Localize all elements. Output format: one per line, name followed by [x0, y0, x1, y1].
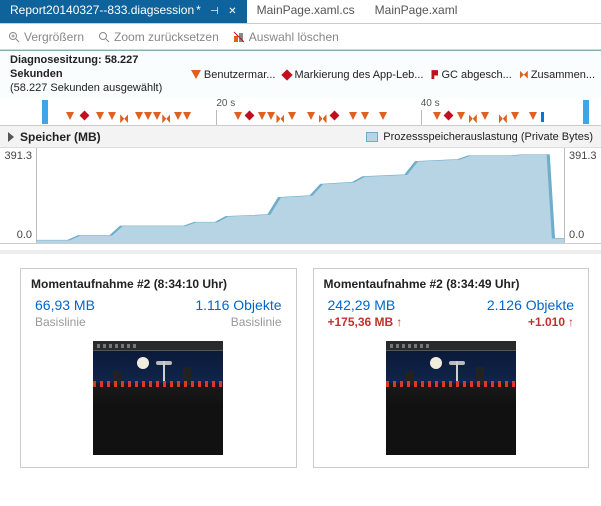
snapshot-size-link[interactable]: 242,29 MB — [328, 297, 396, 313]
tab-label: Report20140327--833.diagsession — [10, 3, 194, 17]
snapshot-sub-left: Basislinie — [35, 315, 86, 329]
tab-mainpage-cs[interactable]: MainPage.xaml.cs — [247, 0, 365, 23]
zoom-reset-label: Zoom zurücksetzen — [114, 30, 219, 44]
legend-user: Benutzermar... — [191, 69, 276, 81]
plot-area — [36, 148, 565, 243]
session-line1: Diagnosesitzung: 58.227 Sekunden — [10, 54, 138, 80]
series-swatch — [366, 132, 378, 142]
chart-header: Speicher (MB) Prozessspeicherauslastung … — [0, 126, 601, 148]
zoom-in-label: Vergrößern — [24, 30, 84, 44]
close-icon[interactable]: ✕ — [228, 6, 236, 17]
clear-selection-icon — [233, 31, 245, 43]
app-marker-icon — [282, 69, 293, 80]
snapshot-objects-link[interactable]: 1.116 Objekte — [195, 297, 281, 313]
clear-selection-label: Auswahl löschen — [249, 30, 339, 44]
snapshot-thumbnail — [93, 341, 223, 455]
chart-legend: Prozessspeicherauslastung (Private Bytes… — [366, 131, 593, 143]
tab-label: MainPage.xaml — [375, 3, 458, 17]
session-line2: (58.227 Sekunden ausgewählt) — [10, 82, 191, 96]
snapshot-thumbnail — [386, 341, 516, 455]
file-tabs: Report20140327--833.diagsession* ⊣ ✕ Mai… — [0, 0, 601, 24]
y-axis-right: 391.3 0.0 — [565, 148, 601, 243]
snapshot-title: Momentaufnahme #2 (8:34:49 Uhr) — [314, 269, 589, 295]
snapshot-row: Momentaufnahme #2 (8:34:10 Uhr) 66,93 MB… — [0, 250, 601, 480]
snapshot-delta-objects: +1.010 — [528, 315, 574, 329]
snapshot-sub-right: Basislinie — [231, 315, 282, 329]
pin-icon[interactable]: ⊣ — [210, 6, 219, 17]
zoom-reset-icon — [98, 31, 110, 43]
tab-label: MainPage.xaml.cs — [257, 3, 355, 17]
snapshot-card-2[interactable]: Momentaufnahme #2 (8:34:49 Uhr) 242,29 M… — [313, 268, 590, 468]
snapshot-delta-size: +175,36 MB — [328, 315, 403, 329]
tab-mainpage-xaml[interactable]: MainPage.xaml — [365, 0, 468, 23]
snapshot-size-link[interactable]: 66,93 MB — [35, 297, 95, 313]
clear-selection-button[interactable]: Auswahl löschen — [233, 30, 339, 44]
zoom-in-icon — [8, 31, 20, 43]
gc-marker-icon — [431, 70, 438, 79]
snapshot-title: Momentaufnahme #2 (8:34:10 Uhr) — [21, 269, 296, 295]
snapshot-card-1[interactable]: Momentaufnahme #2 (8:34:10 Uhr) 66,93 MB… — [20, 268, 297, 468]
zoom-in-button[interactable]: Vergrößern — [8, 30, 84, 44]
y-axis-left: 391.3 0.0 — [0, 148, 36, 243]
user-marker-icon — [191, 70, 201, 79]
session-bar: Diagnosesitzung: 58.227 Sekunden (58.227… — [0, 50, 601, 98]
dirty-indicator: * — [196, 3, 201, 17]
marker-legend: Benutzermar... Markierung des App-Leb...… — [191, 69, 595, 81]
series-label: Prozessspeicherauslastung (Private Bytes… — [383, 131, 593, 143]
session-info: Diagnosesitzung: 58.227 Sekunden (58.227… — [10, 54, 191, 95]
memory-chart[interactable]: 391.3 0.0 391.3 0.0 — [0, 148, 601, 244]
collapse-icon[interactable] — [8, 132, 14, 142]
snapshot-objects-link[interactable]: 2.126 Objekte — [487, 297, 574, 313]
summary-marker-icon — [520, 71, 528, 79]
legend-summary: Zusammen... — [520, 69, 595, 81]
zoom-reset-button[interactable]: Zoom zurücksetzen — [98, 30, 219, 44]
timeline-ruler[interactable]: 20 s40 s — [0, 98, 601, 126]
legend-gc: GC abgesch... — [431, 69, 511, 81]
toolbar: Vergrößern Zoom zurücksetzen Auswahl lös… — [0, 24, 601, 50]
legend-app: Markierung des App-Leb... — [283, 69, 423, 81]
tab-report[interactable]: Report20140327--833.diagsession* ⊣ ✕ — [0, 0, 247, 23]
chart-title: Speicher (MB) — [20, 130, 101, 144]
